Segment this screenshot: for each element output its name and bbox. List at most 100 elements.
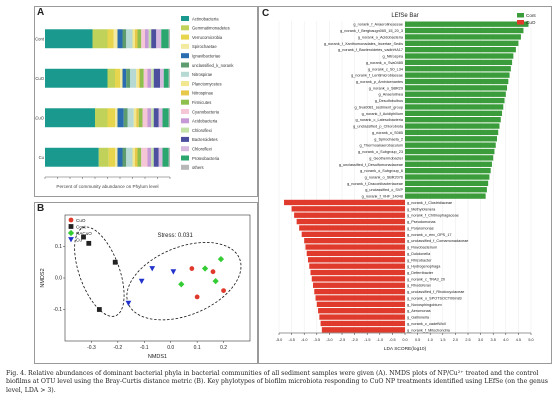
- x-tick-label: 4.5: [516, 338, 521, 342]
- lefse-bar: [405, 148, 495, 155]
- bar-segment: [132, 29, 135, 49]
- legend-swatch: [181, 34, 189, 40]
- legend-label: Bacteroidetes: [192, 137, 218, 142]
- legend-swatch: [181, 90, 189, 96]
- bar-segment: [153, 68, 160, 88]
- lefse-bar: [405, 155, 494, 161]
- taxon-label: g_norank_f_Xanthomonadales_Incertae_Sedi…: [324, 42, 403, 46]
- bar-segment: [162, 108, 169, 128]
- lefse-bar: [309, 263, 405, 269]
- taxon-label: g_norank_o_Subgroup_6: [360, 169, 403, 173]
- lefse-bar: [405, 21, 529, 27]
- data-point-hacuo: [201, 265, 209, 272]
- legend-swatch: [517, 13, 524, 18]
- taxon-label: g_Desulfobulbus: [375, 99, 403, 103]
- bar-segment: [141, 147, 148, 167]
- lefse-chart: LEfSe Bar g_norank_f_Anaerolineaceae g_nor…: [276, 13, 536, 352]
- x-tick-label: 3.0: [478, 338, 483, 342]
- data-point-hacuo: [178, 281, 185, 288]
- taxon-label: g_unclassified_f_Desulfomonadaceae: [339, 163, 403, 167]
- bar-segment: [122, 29, 127, 49]
- panel-c: C LEfSe Bar g_norank_f_Anaerolineaceae g_n…: [258, 6, 552, 364]
- taxon-label: g_norank_f_Chitinophagaceae: [407, 214, 459, 218]
- lefse-bar: [313, 282, 405, 288]
- x-tick-label: -2.0: [351, 338, 358, 342]
- bar-segment: [148, 29, 152, 49]
- taxon-label: g_Thermoanaerobaculum: [360, 144, 403, 148]
- legend-label: Gemmatimonadetes: [192, 26, 230, 31]
- taxon-label: g_norank_f_Acidiphilium: [362, 112, 403, 116]
- bar-segment: [145, 29, 149, 49]
- bar-segment: [168, 147, 170, 167]
- bar-segment: [135, 29, 138, 49]
- bar-segment: [107, 68, 115, 88]
- legend-swatch: [517, 20, 524, 25]
- lefse-bar: [405, 72, 510, 78]
- lefse-bar: [321, 327, 405, 333]
- lefse-bar: [405, 59, 513, 66]
- lefse-bar: [291, 206, 405, 212]
- bar-segment: [126, 29, 133, 49]
- chart-title: LEfSe Bar: [391, 13, 418, 19]
- panel-a-label: A: [37, 7, 45, 18]
- lefse-bar: [405, 40, 519, 46]
- data-point-cont: [81, 234, 86, 240]
- legend-marker: [68, 237, 74, 243]
- x-tick-label: 3.5: [491, 338, 496, 342]
- bar-segment: [107, 108, 115, 128]
- taxon-label: g_Gallionella: [407, 316, 430, 320]
- taxon-label: g_Geothermobacter: [369, 156, 404, 160]
- x-axis-label: NMDS1: [148, 354, 167, 360]
- legend-swatch: [181, 164, 189, 170]
- lefse-bar: [405, 174, 490, 180]
- bar-segment: [158, 108, 163, 128]
- taxon-label: g_Methylotenera: [407, 207, 436, 211]
- lefse-bar: [405, 34, 521, 40]
- taxon-label: g_norank_c_S0_L34: [368, 67, 403, 71]
- lefse-bar: [301, 231, 405, 237]
- bar-segment: [123, 108, 128, 128]
- data-point-cont: [112, 259, 118, 265]
- legend-swatch: [181, 118, 189, 124]
- legend-swatch: [181, 136, 189, 142]
- x-tick-label: -3.5: [314, 338, 321, 342]
- x-tick-label: 0.2: [220, 345, 227, 351]
- bar-segment: [115, 108, 118, 128]
- lefse-bar: [405, 104, 504, 110]
- lefse-bar: [320, 320, 405, 327]
- y-tick-label: 0.0: [55, 276, 62, 282]
- lefse-bar: [315, 295, 405, 301]
- bar-segment: [163, 68, 169, 88]
- x-tick-label: -0.5: [389, 338, 396, 342]
- taxon-label: g_Anaerolinea: [379, 93, 404, 97]
- lefse-bar: [296, 218, 405, 225]
- bar-segment: [160, 68, 164, 88]
- legend-marker: [68, 217, 74, 223]
- data-point-cu: [170, 269, 177, 275]
- data-point-cuo: [210, 269, 216, 275]
- bar-segment: [151, 29, 157, 49]
- bar-segment: [136, 108, 139, 128]
- taxon-label: g_Aeromonas: [407, 309, 431, 313]
- legend-label: Acidobacteria: [192, 119, 218, 124]
- bar-segment: [147, 108, 152, 128]
- category-label: Cu: [39, 155, 45, 160]
- data-point-cu: [125, 300, 132, 307]
- panel-c-label: C: [262, 8, 270, 19]
- x-tick-label: 0.0: [402, 338, 407, 342]
- data-point-cu: [138, 278, 145, 285]
- legend-label: Ignavibacteriae: [192, 54, 221, 59]
- x-tick-label: -1.5: [364, 338, 371, 342]
- taxon-label: g_Spirochaeta_2: [374, 137, 403, 141]
- data-point-cuo: [194, 294, 200, 300]
- bar-segment: [45, 29, 93, 49]
- x-tick-label: 2.5: [465, 338, 470, 342]
- bar-segment: [137, 147, 142, 167]
- lefse-bar: [405, 193, 486, 199]
- legend-label: Actinobacteria: [192, 16, 219, 21]
- lefse-bar: [294, 212, 405, 218]
- legend-marker: [68, 224, 74, 229]
- taxon-label: g_Pseudomonas: [407, 220, 436, 224]
- lefse-bar: [405, 53, 514, 59]
- taxon-label: g_norank_p_Aminicenantes: [356, 80, 403, 84]
